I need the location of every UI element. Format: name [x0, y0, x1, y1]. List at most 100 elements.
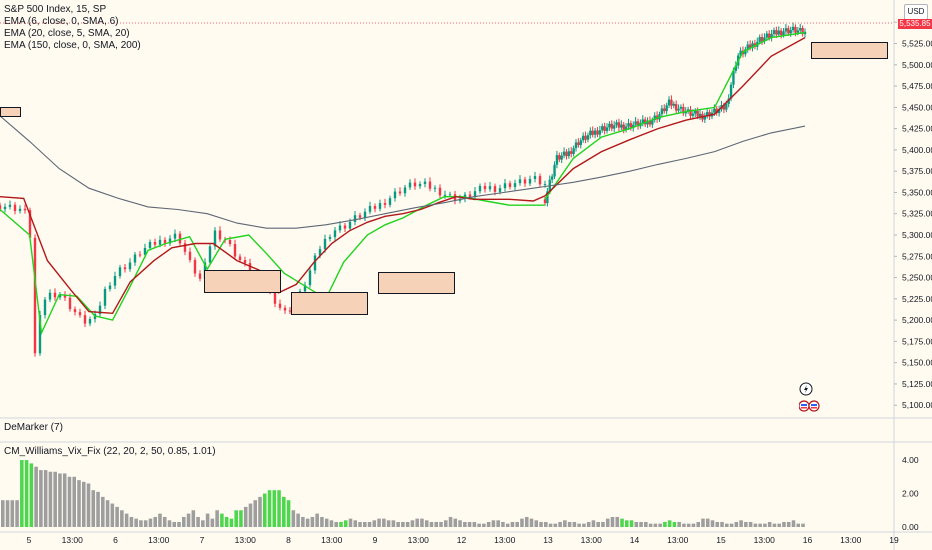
candle-right-body-61: [689, 109, 692, 116]
y-tick-label-3: 5,475.00: [902, 81, 932, 91]
vix-bar-45: [215, 510, 219, 527]
vix-bar-126: [601, 521, 605, 527]
candle-left-body-99: [493, 186, 497, 192]
vix-bar-72: [343, 520, 348, 527]
x-tick-label-0: 5: [27, 535, 32, 545]
vix-bar-156: [744, 521, 748, 527]
indicator-ema6[interactable]: EMA (6, close, 0, SMA, 6): [4, 16, 119, 27]
candle-left-body-86: [428, 181, 432, 189]
candle-left-body-4: [18, 208, 22, 211]
candle-right-body-88: [753, 43, 757, 47]
x-tick-label-12: 13: [543, 535, 553, 545]
candle-left-body-109: [543, 184, 547, 186]
candle-right-body-85: [746, 44, 749, 50]
x-tick-label-20: 19: [889, 535, 899, 545]
candle-left-body-74: [368, 205, 372, 212]
candle-right-body-93: [765, 33, 769, 38]
vix-bar-77: [367, 521, 372, 527]
candle-left-body-73: [363, 211, 367, 218]
vix-bar-121: [577, 523, 581, 527]
vix-bar-168: [801, 523, 805, 527]
vix-bar-152: [725, 523, 729, 527]
vix-tick-label-0: 4.00: [902, 455, 919, 465]
vix-bar-134: [639, 521, 643, 527]
vix-bar-95: [453, 518, 458, 527]
vix-bar-84: [401, 521, 405, 527]
candle-right-body-55: [674, 103, 678, 111]
ema6-line: [0, 196, 545, 336]
vix-bar-143: [682, 523, 686, 527]
vix-bar-39: [186, 513, 191, 527]
candle-left-body-37: [183, 243, 187, 252]
vix-bar-109: [520, 518, 524, 527]
vix-bar-139: [663, 521, 667, 527]
vix-bar-100: [477, 523, 481, 527]
x-tick-label-1: 13:00: [62, 535, 84, 545]
vix-label[interactable]: CM_Williams_Vix_Fix (22, 20, 2, 50, 0.85…: [4, 446, 216, 457]
candle-left-body-32: [158, 239, 162, 245]
vix-bar-1: [5, 500, 10, 527]
vix-bar-33: [158, 513, 162, 527]
vix-bar-110: [524, 516, 529, 527]
candle-left-body-36: [178, 233, 182, 244]
lightning-icon[interactable]: [799, 382, 813, 396]
vix-bar-80: [382, 518, 386, 527]
candle-right-body-41: [641, 119, 644, 123]
vix-bar-69: [329, 520, 334, 527]
vix-bar-9: [43, 470, 48, 527]
candle-right-body-53: [670, 99, 673, 106]
vix-bar-59: [282, 496, 286, 527]
vix-bar-160: [763, 523, 767, 527]
candle-left-body-70: [348, 221, 352, 229]
indicator-ema150[interactable]: EMA (150, close, 0, SMA, 200): [4, 40, 141, 51]
candle-right-body-75: [722, 105, 726, 110]
zone-box-3[interactable]: [291, 292, 368, 315]
vix-bar-70: [334, 521, 338, 527]
vix-bar-53: [253, 500, 258, 527]
zone-box-5[interactable]: [811, 42, 888, 59]
vix-bar-19: [91, 490, 96, 527]
candle-right-body-79: [732, 70, 735, 85]
vix-bar-166: [791, 520, 796, 527]
candle-left-body-95: [473, 191, 477, 198]
y-tick-label-10: 5,300.00: [902, 230, 932, 240]
vix-bar-92: [439, 521, 443, 527]
zone-box-1[interactable]: [0, 107, 21, 117]
y-tick-label-16: 5,150.00: [902, 358, 932, 368]
vix-bar-61: [291, 510, 296, 527]
vix-bar-50: [239, 510, 243, 527]
x-tick-label-6: 8: [286, 535, 291, 545]
flag-icon[interactable]: [798, 400, 820, 412]
candle-left-body-64: [318, 249, 322, 256]
zone-box-4[interactable]: [378, 272, 455, 294]
candle-right-body-98: [777, 30, 780, 35]
vix-bar-132: [629, 520, 634, 527]
zone-box-2[interactable]: [204, 270, 281, 293]
vix-bar-34: [162, 516, 167, 527]
vix-bar-103: [491, 520, 496, 527]
vix-bar-107: [510, 521, 515, 527]
vix-bar-158: [753, 523, 758, 527]
candle-left-body-63: [313, 255, 317, 271]
demarker-label[interactable]: DeMarker (7): [4, 422, 63, 433]
vix-bar-146: [696, 521, 701, 527]
vix-bar-78: [372, 520, 377, 527]
vix-bar-162: [772, 523, 777, 527]
vix-bar-37: [177, 521, 181, 527]
demarker-pane-label: DeMarker (7): [4, 422, 63, 434]
candle-left-body-39: [193, 259, 197, 274]
candle-right-body-78: [729, 84, 733, 99]
x-tick-label-16: 15: [716, 535, 726, 545]
vix-bar-66: [315, 513, 319, 527]
indicator-ema20[interactable]: EMA (20, close, 5, SMA, 20): [4, 28, 130, 39]
vix-bar-0: [1, 500, 5, 527]
vix-bar-96: [458, 520, 462, 527]
candle-right-body-18: [586, 135, 590, 140]
candle-left-body-26: [128, 262, 132, 270]
vix-bar-142: [677, 521, 681, 527]
candle-left-body-9: [43, 299, 47, 316]
candle-left-body-68: [338, 225, 342, 231]
currency-button[interactable]: USD: [904, 4, 928, 20]
candle-left-body-27: [133, 254, 137, 263]
candle-left-body-8: [38, 315, 42, 354]
